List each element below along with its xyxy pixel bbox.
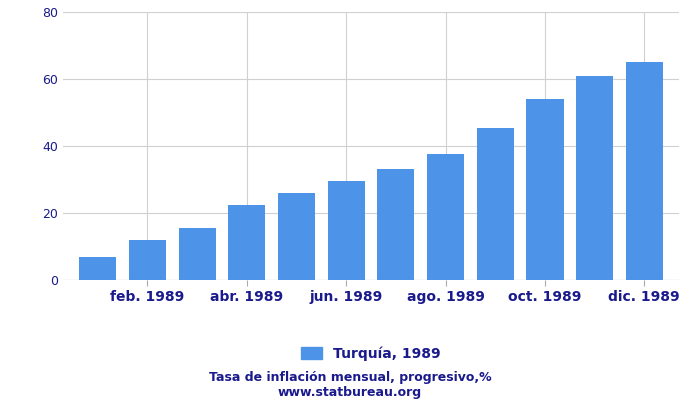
Legend: Turquía, 1989: Turquía, 1989 xyxy=(295,340,447,366)
Bar xyxy=(129,240,166,280)
Text: Tasa de inflación mensual, progresivo,%: Tasa de inflación mensual, progresivo,% xyxy=(209,372,491,384)
Bar xyxy=(477,128,514,280)
Text: www.statbureau.org: www.statbureau.org xyxy=(278,386,422,399)
Bar xyxy=(79,256,116,280)
Bar xyxy=(576,76,613,280)
Bar xyxy=(377,170,414,280)
Bar xyxy=(427,154,464,280)
Bar xyxy=(328,181,365,280)
Bar xyxy=(626,62,663,280)
Bar xyxy=(526,99,564,280)
Bar xyxy=(228,205,265,280)
Bar xyxy=(178,228,216,280)
Bar xyxy=(278,193,315,280)
